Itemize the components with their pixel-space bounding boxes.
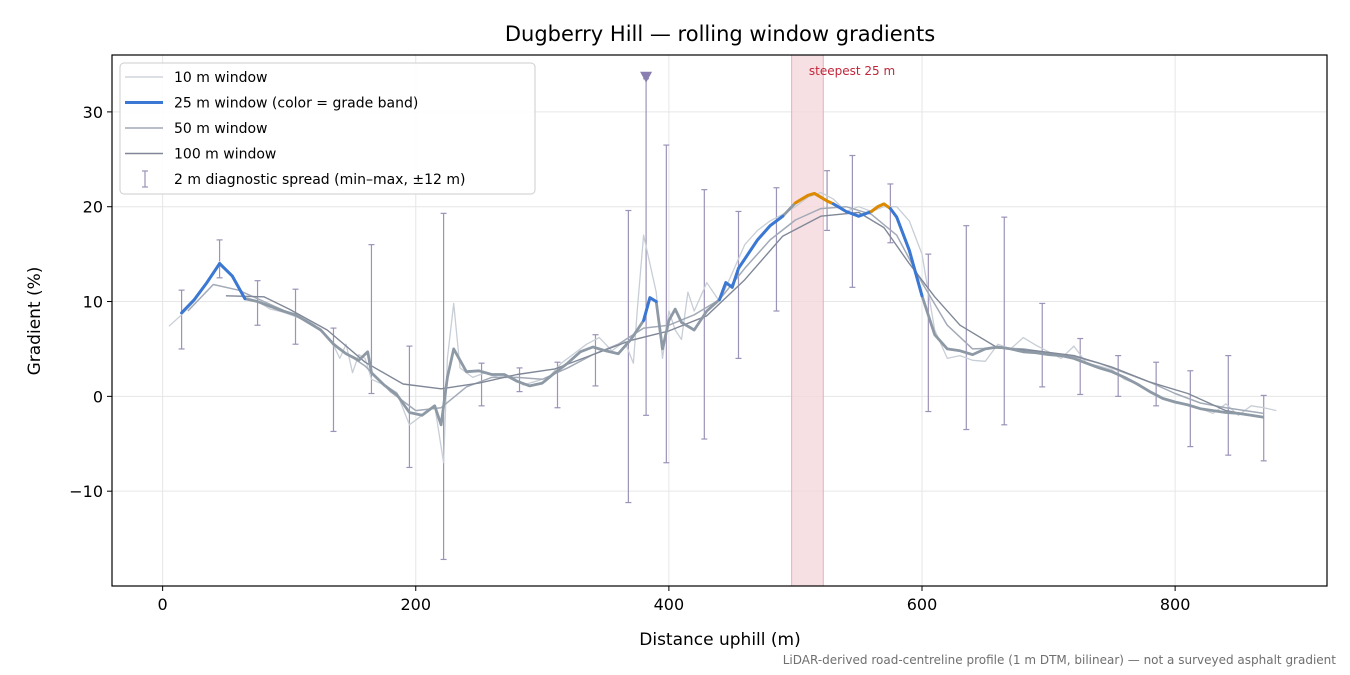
y-tick-label: −10 (69, 482, 103, 501)
steepest-span-band (791, 54, 824, 587)
x-axis-label: Distance uphill (m) (639, 630, 800, 650)
series-25m-band-segment (888, 207, 924, 298)
series-25m-band-segment (642, 296, 658, 322)
x-axis: 0 200 400 600 800 (158, 586, 1191, 614)
y-tick-label: 30 (83, 103, 103, 122)
legend: 10 m window 25 m window (color = grade ba… (119, 62, 536, 195)
legend-label: 2 m diagnostic spread (min–max, ±12 m) (174, 172, 465, 188)
max-marker-triangle (640, 71, 653, 83)
x-tick-label: 600 (907, 595, 938, 614)
legend-label: 100 m window (174, 147, 276, 163)
series-lines (168, 191, 1277, 464)
x-tick-label: 0 (158, 595, 168, 614)
x-tick-label: 200 (400, 595, 431, 614)
steepest-label: steepest 25 m (809, 64, 895, 78)
y-tick-label: 10 (83, 293, 103, 312)
footnote: LiDAR-derived road-centreline profile (1… (783, 653, 1337, 667)
axes-frame (111, 54, 1328, 587)
max-marker (640, 71, 653, 83)
series-100m-line (225, 211, 1252, 416)
chart-title: Dugberry Hill — rolling window gradients (505, 22, 935, 46)
legend-label: 50 m window (174, 121, 267, 137)
y-tick-label: 0 (93, 387, 103, 406)
plot-frame (111, 54, 1328, 587)
y-tick-label: 20 (83, 198, 103, 217)
series-25m-band-segment (180, 262, 247, 315)
series-25m-band-segment (831, 202, 873, 218)
steepest-span (791, 54, 824, 587)
legend-box (119, 62, 536, 195)
y-axis-label: Gradient (%) (25, 267, 45, 376)
y-axis: −10 0 10 20 30 (69, 103, 112, 501)
series-10m-line (168, 191, 1277, 464)
series-25m-band-segment (718, 214, 785, 302)
legend-label: 10 m window (174, 70, 267, 86)
x-tick-label: 800 (1160, 595, 1191, 614)
legend-label: 25 m window (color = grade band) (174, 96, 418, 112)
series-25m-band-segment (793, 191, 835, 206)
series-25m-band-segment (869, 202, 892, 213)
x-tick-label: 400 (654, 595, 685, 614)
